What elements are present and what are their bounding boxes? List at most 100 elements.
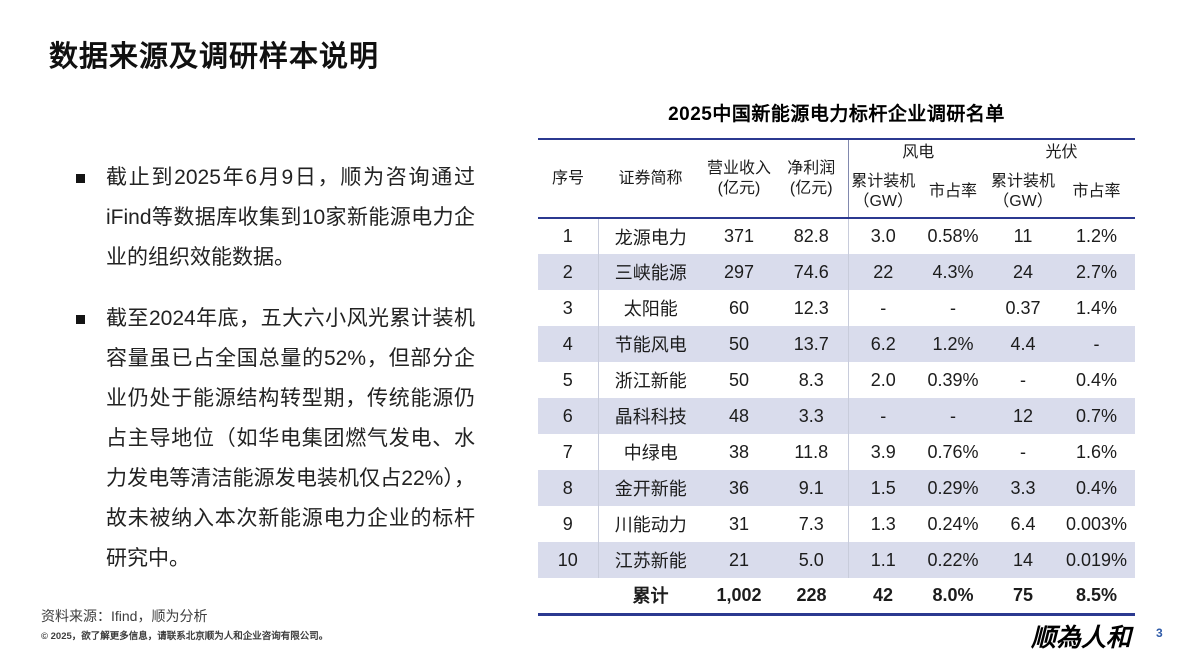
table-row: 3 太阳能 60 12.3 - - 0.37 1.4% — [538, 290, 1135, 326]
total-seq-cell — [538, 578, 598, 614]
header-profit: 净利润 (亿元) — [775, 139, 849, 219]
page-title: 数据来源及调研样本说明 — [49, 41, 380, 73]
cell-wind-cap: 1.1 — [870, 549, 896, 570]
list-item: 截至2024年底，五大六小风光累计装机容量虽已占全国总量的52%，但部分企业仍处… — [70, 299, 475, 579]
research-table-panel: 2025中国新能源电力标杆企业调研名单 序号 证券简称 营业收入 (亿元) 净利… — [538, 99, 1136, 616]
cell-name: 中绿电 — [623, 443, 678, 463]
cell-wind-share: 0.76% — [927, 441, 979, 462]
cell-solar-cap: 12 — [1013, 405, 1034, 426]
header-solar-share: 市占率 — [1058, 166, 1136, 219]
cell-wind-share: 0.39% — [927, 369, 979, 390]
cell-solar-cap: 11 — [1013, 226, 1033, 246]
cell-wind-share: 4.3% — [932, 261, 974, 282]
table-row: 7 中绿电 38 11.8 3.9 0.76% - 1.6% — [538, 434, 1135, 470]
cell-solar-share: - — [1093, 333, 1100, 354]
total-solar-capacity: 75 — [1013, 584, 1034, 605]
table-row: 8 金开新能 36 9.1 1.5 0.29% 3.3 0.4% — [538, 470, 1136, 506]
cell-solar-share: 0.4% — [1076, 369, 1118, 390]
source-note: 资料来源：Ifind，顺为分析 — [41, 608, 208, 624]
cell-solar-cap: 6.4 — [1010, 513, 1036, 534]
header-wind-capacity: 累计装机 （GW） — [848, 166, 918, 219]
cell-name: 节能风电 — [614, 335, 687, 355]
cell-solar-cap: 24 — [1013, 261, 1034, 282]
cell-wind-cap: - — [880, 297, 887, 318]
cell-name: 晶科科技 — [614, 407, 687, 427]
bullet-list: 截止到2025年6月9日，顺为咨询通过iFind等数据库收集到10家新能源电力企… — [70, 158, 475, 600]
cell-solar-share: 1.4% — [1076, 297, 1118, 318]
header-wind-share: 市占率 — [918, 166, 989, 219]
cell-revenue: 38 — [728, 441, 750, 462]
header-solar-group: 光伏 — [1045, 144, 1078, 161]
cell-solar-share: 0.003% — [1065, 513, 1128, 534]
table-row: 5 浙江新能 50 8.3 2.0 0.39% - 0.4% — [538, 362, 1135, 398]
cell-solar-share: 0.4% — [1076, 477, 1118, 498]
table-row: 6 晶科科技 48 3.3 - - 12 0.7% — [538, 398, 1136, 434]
cell-solar-share: 2.7% — [1076, 261, 1118, 282]
cell-name: 江苏新能 — [614, 551, 687, 571]
cell-profit: 8.3 — [775, 362, 849, 398]
cell-seq: 7 — [538, 434, 599, 470]
cell-name: 浙江新能 — [614, 371, 687, 391]
cell-solar-cap: - — [1020, 369, 1027, 390]
cell-revenue: 36 — [728, 477, 750, 498]
cell-wind-cap: 22 — [873, 261, 894, 282]
cell-name: 太阳能 — [623, 299, 678, 319]
table-row: 2 三峡能源 297 74.6 22 4.3% 24 2.7% — [538, 254, 1136, 290]
cell-profit: 3.3 — [775, 398, 849, 434]
bullet-text: 截止到2025年6月9日，顺为咨询通过iFind等数据库收集到10家新能源电力企… — [106, 166, 475, 269]
cell-wind-cap: 3.9 — [870, 441, 896, 462]
cell-name: 川能动力 — [614, 515, 687, 535]
research-table: 序号 证券简称 营业收入 (亿元) 净利润 (亿元) 风电 光伏 累计装机 — [538, 138, 1136, 616]
cell-revenue: 31 — [728, 513, 750, 534]
cell-solar-cap: 3.3 — [1010, 477, 1036, 498]
table-row: 4 节能风电 50 13.7 6.2 1.2% 4.4 - — [538, 326, 1136, 362]
cell-seq: 6 — [538, 398, 599, 434]
table-header: 序号 证券简称 营业收入 (亿元) 净利润 (亿元) 风电 光伏 累计装机 — [538, 139, 1136, 219]
cell-profit: 74.6 — [775, 254, 849, 290]
total-profit: 228 — [796, 584, 827, 605]
table-body: 1 龙源电力 371 82.8 3.0 0.58% 11 1.2% 2 三峡能源 297 74.6 22… — [538, 218, 1136, 578]
bullet-square-icon — [76, 174, 85, 183]
cell-revenue: 21 — [728, 549, 750, 570]
cell-wind-share: 0.29% — [927, 477, 979, 498]
cell-wind-cap: 1.5 — [870, 477, 896, 498]
cell-solar-cap: - — [1020, 441, 1027, 462]
cell-solar-share: 1.2% — [1076, 226, 1118, 246]
company-logo: 顺為人和 — [1031, 623, 1132, 652]
table-title: 2025中国新能源电力标杆企业调研名单 — [668, 104, 1005, 125]
cell-solar-share: 0.7% — [1076, 405, 1118, 426]
cell-solar-share: 1.6% — [1076, 441, 1118, 462]
cell-solar-cap: 4.4 — [1010, 333, 1036, 354]
cell-profit: 9.1 — [775, 470, 849, 506]
cell-solar-share: 0.019% — [1065, 549, 1128, 570]
cell-wind-share: - — [950, 405, 956, 426]
cell-revenue: 60 — [728, 297, 750, 318]
cell-wind-share: - — [950, 297, 956, 318]
cell-solar-cap: 14 — [1013, 549, 1034, 570]
cell-revenue: 371 — [723, 226, 755, 246]
cell-wind-cap: 3.0 — [870, 226, 896, 246]
total-wind-capacity: 42 — [872, 584, 894, 605]
cell-name: 龙源电力 — [614, 227, 687, 248]
cell-profit: 5.0 — [775, 542, 849, 578]
cell-wind-cap: 6.2 — [870, 333, 896, 354]
cell-profit: 12.3 — [775, 290, 849, 326]
cell-seq: 3 — [538, 290, 599, 326]
header-name: 证券简称 — [598, 139, 703, 219]
header-revenue: 营业收入 (亿元) — [703, 139, 775, 219]
total-revenue: 1,002 — [716, 584, 762, 605]
bullet-square-icon — [76, 315, 85, 324]
cell-name: 金开新能 — [614, 479, 687, 499]
cell-revenue: 50 — [728, 369, 750, 390]
list-item: 截止到2025年6月9日，顺为咨询通过iFind等数据库收集到10家新能源电力企… — [70, 158, 475, 278]
total-label: 累计 — [632, 586, 669, 607]
cell-wind-share: 1.2% — [932, 333, 974, 354]
cell-wind-cap: 1.3 — [870, 513, 896, 534]
cell-name: 三峡能源 — [614, 263, 687, 283]
cell-profit: 7.3 — [775, 506, 849, 542]
header-solar-capacity: 累计装机 （GW） — [988, 166, 1059, 219]
cell-revenue: 50 — [728, 333, 750, 354]
cell-seq: 4 — [538, 326, 599, 362]
cell-seq: 5 — [538, 362, 599, 398]
